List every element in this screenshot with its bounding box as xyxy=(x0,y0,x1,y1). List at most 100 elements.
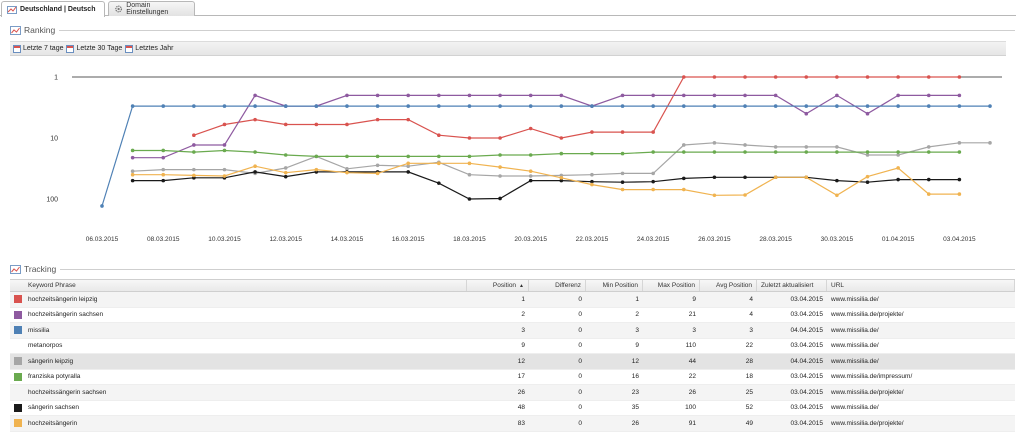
data-point xyxy=(681,75,686,79)
row-url[interactable]: www.missilia.de/ xyxy=(831,357,879,365)
x-tick-label: 01.04.2015 xyxy=(882,236,915,243)
row-min-position: 16 xyxy=(631,373,639,381)
table-row[interactable]: franziska potyralla 17 0 16 22 18 03.04.2015 ww… xyxy=(10,370,1015,385)
data-point xyxy=(712,141,717,145)
col-max-position[interactable]: Max Position xyxy=(643,280,700,291)
table-row[interactable]: hochzeitsängerin 83 0 26 91 49 03.04.2015 www.m… xyxy=(10,416,1015,432)
chart-icon xyxy=(7,5,17,14)
last-30-days-button[interactable]: Letzte 30 Tage xyxy=(66,44,122,53)
row-url[interactable]: www.missilia.de/ xyxy=(831,342,879,350)
col-difference-label: Differenz xyxy=(555,282,581,289)
data-point xyxy=(192,176,196,180)
table-row[interactable]: hochzeitsängerin sachsen 2 0 2 21 4 03.04.2015… xyxy=(10,308,1015,323)
data-point xyxy=(865,150,870,154)
data-point xyxy=(743,93,747,98)
col-last-updated[interactable]: Zuletzt aktualisiert xyxy=(757,280,827,291)
data-point xyxy=(957,192,962,196)
table-row[interactable]: metanorpos 9 0 9 110 22 03.04.2015 www.missilia… xyxy=(10,339,1015,354)
y-tick-label: 1 xyxy=(54,75,58,82)
x-tick-label: 24.03.2015 xyxy=(637,236,670,243)
data-point xyxy=(559,151,564,156)
row-keyword: hochzeitsängerin xyxy=(28,419,78,427)
row-url[interactable]: www.missilia.de/ xyxy=(831,295,879,303)
data-point xyxy=(835,145,839,149)
row-last-updated: 03.04.2015 xyxy=(790,311,823,319)
col-avg-position[interactable]: Avg Position xyxy=(700,280,757,291)
row-min-position: 3 xyxy=(635,326,639,334)
data-point xyxy=(712,150,717,154)
col-difference[interactable]: Differenz xyxy=(529,280,586,291)
data-point xyxy=(712,75,717,79)
data-point xyxy=(192,173,196,178)
col-url[interactable]: URL xyxy=(827,280,1015,291)
data-point xyxy=(406,154,411,159)
data-point xyxy=(926,145,931,149)
data-point xyxy=(865,153,870,157)
col-keyword[interactable]: Keyword Phrase xyxy=(10,280,467,291)
series-line xyxy=(132,142,990,177)
y-tick-label: 10 xyxy=(50,136,58,143)
x-tick-label: 14.03.2015 xyxy=(331,236,364,243)
col-max-position-label: Max Position xyxy=(657,282,695,289)
data-point xyxy=(743,143,747,147)
tab-domain-settings[interactable]: Domain Einstellungen xyxy=(108,1,195,16)
data-point xyxy=(865,111,870,116)
data-point xyxy=(192,133,196,138)
data-point xyxy=(314,104,319,108)
data-point xyxy=(620,171,625,176)
data-point xyxy=(375,104,380,108)
row-url[interactable]: www.missilia.de/projekte/ xyxy=(831,311,904,319)
row-difference: 0 xyxy=(578,404,582,412)
x-tick-label: 30.03.2015 xyxy=(821,236,854,243)
data-point xyxy=(345,122,349,127)
row-url[interactable]: www.missilia.de/ xyxy=(831,404,879,412)
data-point xyxy=(926,104,931,108)
data-point xyxy=(988,141,992,145)
tab-deutschland[interactable]: Deutschland | Deutsch xyxy=(1,1,105,17)
col-position[interactable]: Position ▲ xyxy=(467,280,529,291)
data-point xyxy=(314,167,319,172)
row-min-position: 1 xyxy=(635,295,639,303)
row-keyword: sängerin sachsen xyxy=(28,404,79,412)
data-point xyxy=(773,150,778,154)
data-point xyxy=(651,93,655,98)
data-point xyxy=(896,150,900,154)
data-point xyxy=(375,171,380,176)
table-row[interactable]: hochzeitsängerin leipzig 1 0 1 9 4 03.04.2015 w… xyxy=(10,292,1015,308)
data-point xyxy=(192,167,196,172)
data-point xyxy=(926,177,931,182)
row-avg-position: 4 xyxy=(749,295,753,303)
table-row[interactable]: hochzeitssängerin sachsen 26 0 23 26 25 03.04.… xyxy=(10,385,1015,401)
last-7-days-button[interactable]: Letzte 7 tage xyxy=(13,44,63,53)
row-url[interactable]: www.missilia.de/projekte/ xyxy=(831,388,904,396)
data-point xyxy=(896,166,900,170)
row-url[interactable]: www.missilia.de/impressum/ xyxy=(831,373,913,381)
series-line xyxy=(132,171,960,200)
row-url[interactable]: www.missilia.de/ xyxy=(831,326,879,334)
data-point xyxy=(130,169,135,173)
row-difference: 0 xyxy=(578,388,582,396)
col-url-label: URL xyxy=(831,282,845,289)
last-year-button[interactable]: Letztes Jahr xyxy=(125,44,173,53)
data-point xyxy=(743,75,747,79)
row-url[interactable]: www.missilia.de/projekte/ xyxy=(831,419,904,427)
x-tick-label: 26.03.2015 xyxy=(698,236,731,243)
data-point xyxy=(835,178,839,183)
data-point xyxy=(406,93,411,98)
data-point xyxy=(835,104,839,108)
table-row[interactable]: sängerin sachsen 48 0 35 100 52 03.04.2015 www.… xyxy=(10,401,1015,416)
data-point xyxy=(681,187,686,192)
data-point xyxy=(559,173,564,178)
data-point xyxy=(100,204,104,208)
data-point xyxy=(957,150,962,154)
ranking-toolbar: Letzte 7 tage Letzte 30 Tage Letztes Jah… xyxy=(10,41,1006,56)
x-tick-label: 22.03.2015 xyxy=(576,236,609,243)
row-keyword-cell: sängerin leipzig xyxy=(10,354,467,369)
data-point xyxy=(681,150,686,154)
table-row[interactable]: sängerin leipzig 12 0 12 44 28 04.04.2015 www.m… xyxy=(10,354,1015,370)
tab-bar: Deutschland | Deutsch Domain Einstellung… xyxy=(0,0,1016,17)
col-min-position[interactable]: Min Position xyxy=(586,280,643,291)
row-keyword: sängerin leipzig xyxy=(28,357,74,365)
table-row[interactable]: missilia 3 0 3 3 3 04.04.2015 www.missilia.de/ xyxy=(10,323,1015,339)
row-avg-position: 3 xyxy=(749,326,753,334)
